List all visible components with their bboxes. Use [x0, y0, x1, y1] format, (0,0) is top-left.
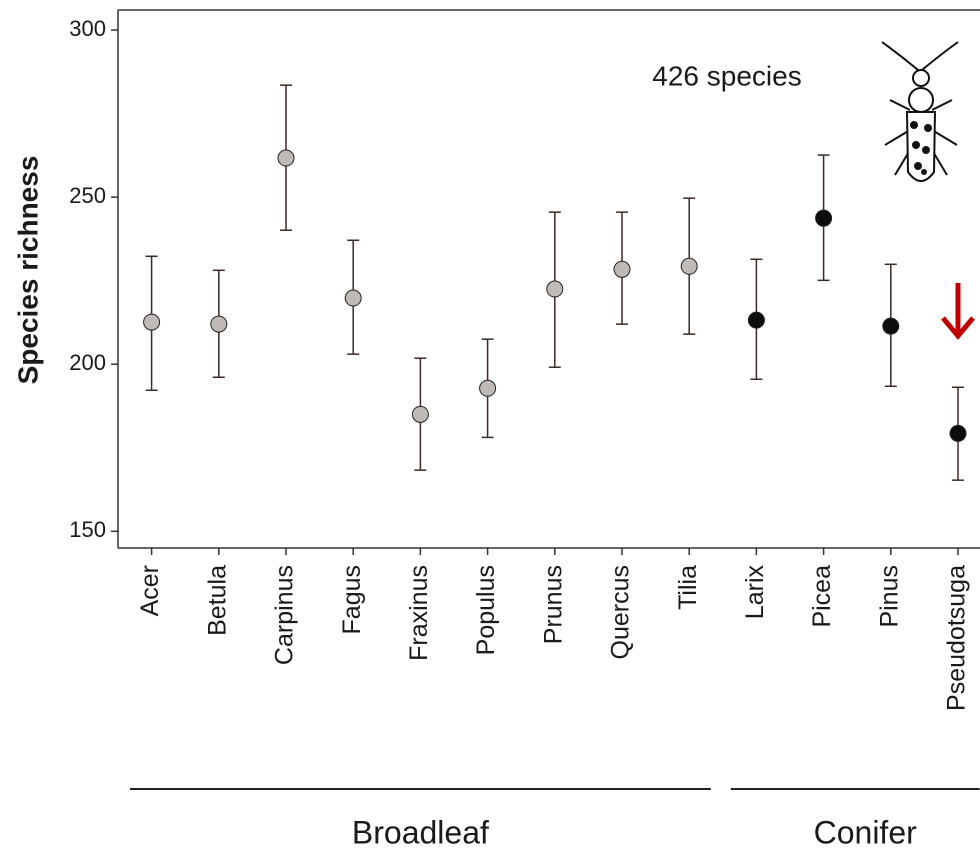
x-tick-label: Prunus: [539, 565, 567, 644]
y-tick-label: 150: [69, 517, 106, 542]
point: [613, 260, 631, 278]
x-tick-label: Pinus: [875, 565, 903, 628]
point: [680, 257, 698, 275]
x-tick-label: Quercus: [607, 565, 635, 659]
y-tick-label: 250: [69, 183, 106, 208]
x-tick-label: Fraxinus: [405, 565, 433, 661]
x-tick-label: Acer: [136, 565, 164, 616]
y-tick-label: 200: [69, 350, 106, 375]
x-tick-label: Tilia: [674, 565, 702, 610]
x-tick-label: Pseudotsuga: [943, 565, 971, 711]
beetle-icon: [881, 41, 959, 182]
point: [210, 315, 228, 333]
point: [546, 280, 564, 298]
x-tick-label: Larix: [741, 565, 769, 620]
point: [344, 289, 362, 307]
point: [411, 405, 429, 423]
point: [949, 424, 967, 442]
annotation: 426 species: [652, 60, 801, 91]
point: [277, 149, 295, 167]
x-tick-label: Picea: [808, 565, 836, 628]
point: [815, 209, 833, 227]
y-axis-label: Species richness: [12, 156, 43, 385]
y-tick-label: 300: [69, 16, 106, 41]
red-arrow: [941, 283, 975, 340]
x-tick-label: Betula: [203, 565, 231, 636]
point: [747, 311, 765, 329]
point: [882, 317, 900, 335]
group-label: Conifer: [814, 814, 918, 850]
x-tick-label: Fagus: [338, 565, 366, 634]
point: [143, 313, 161, 331]
x-tick-label: Populus: [472, 565, 500, 655]
x-tick-label: Carpinus: [271, 565, 299, 665]
point: [479, 379, 497, 397]
group-label: Broadleaf: [352, 814, 489, 850]
